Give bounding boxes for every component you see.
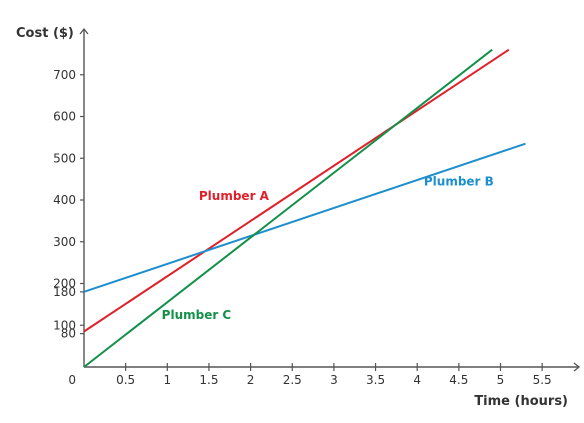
y-tick-label: 200 [53,277,76,291]
label-plumber-a: Plumber A [199,189,270,203]
x-tick-label: 4 [413,373,421,387]
y-tick-label: 700 [53,68,76,82]
line-plumber-a [83,48,510,333]
label-plumber-b: Plumber B [424,174,494,188]
y-tick-label: 180 [53,285,76,299]
y-tick-label: 400 [53,193,76,207]
line-plumber-b [83,142,526,293]
y-tick-label: 300 [53,235,76,249]
x-axis-title: Time (hours) [474,394,568,409]
line-plumber-c [83,48,493,368]
y-tick-label: 100 [53,318,76,332]
x-tick-label: 2.5 [283,373,302,387]
x-tick-label: 1 [163,373,171,387]
x-tick-label: 3 [330,373,338,387]
x-tick-label: 2 [247,373,255,387]
label-plumber-c: Plumber C [162,308,232,322]
y-axis-title: Cost ($) [16,26,74,41]
x-tick-label: 5.5 [533,373,552,387]
x-tick-label: 1.5 [199,373,218,387]
series-labels: Plumber A Plumber B Plumber C [162,174,494,322]
x-tick-label: 4.5 [449,373,468,387]
x-tick-label: 5 [497,373,505,387]
y-tick-label: 500 [53,151,76,165]
x-tick-label: 3.5 [366,373,385,387]
y-tick-label: 80 [61,327,76,341]
origin-label: 0 [68,373,76,387]
x-tick-label: 0.5 [116,373,135,387]
series-lines [83,48,526,368]
y-tick-label: 600 [53,110,76,124]
x-ticks: 0.5 1 1.5 2 2.5 3 3.5 4 4.5 5 5.5 [116,363,552,387]
